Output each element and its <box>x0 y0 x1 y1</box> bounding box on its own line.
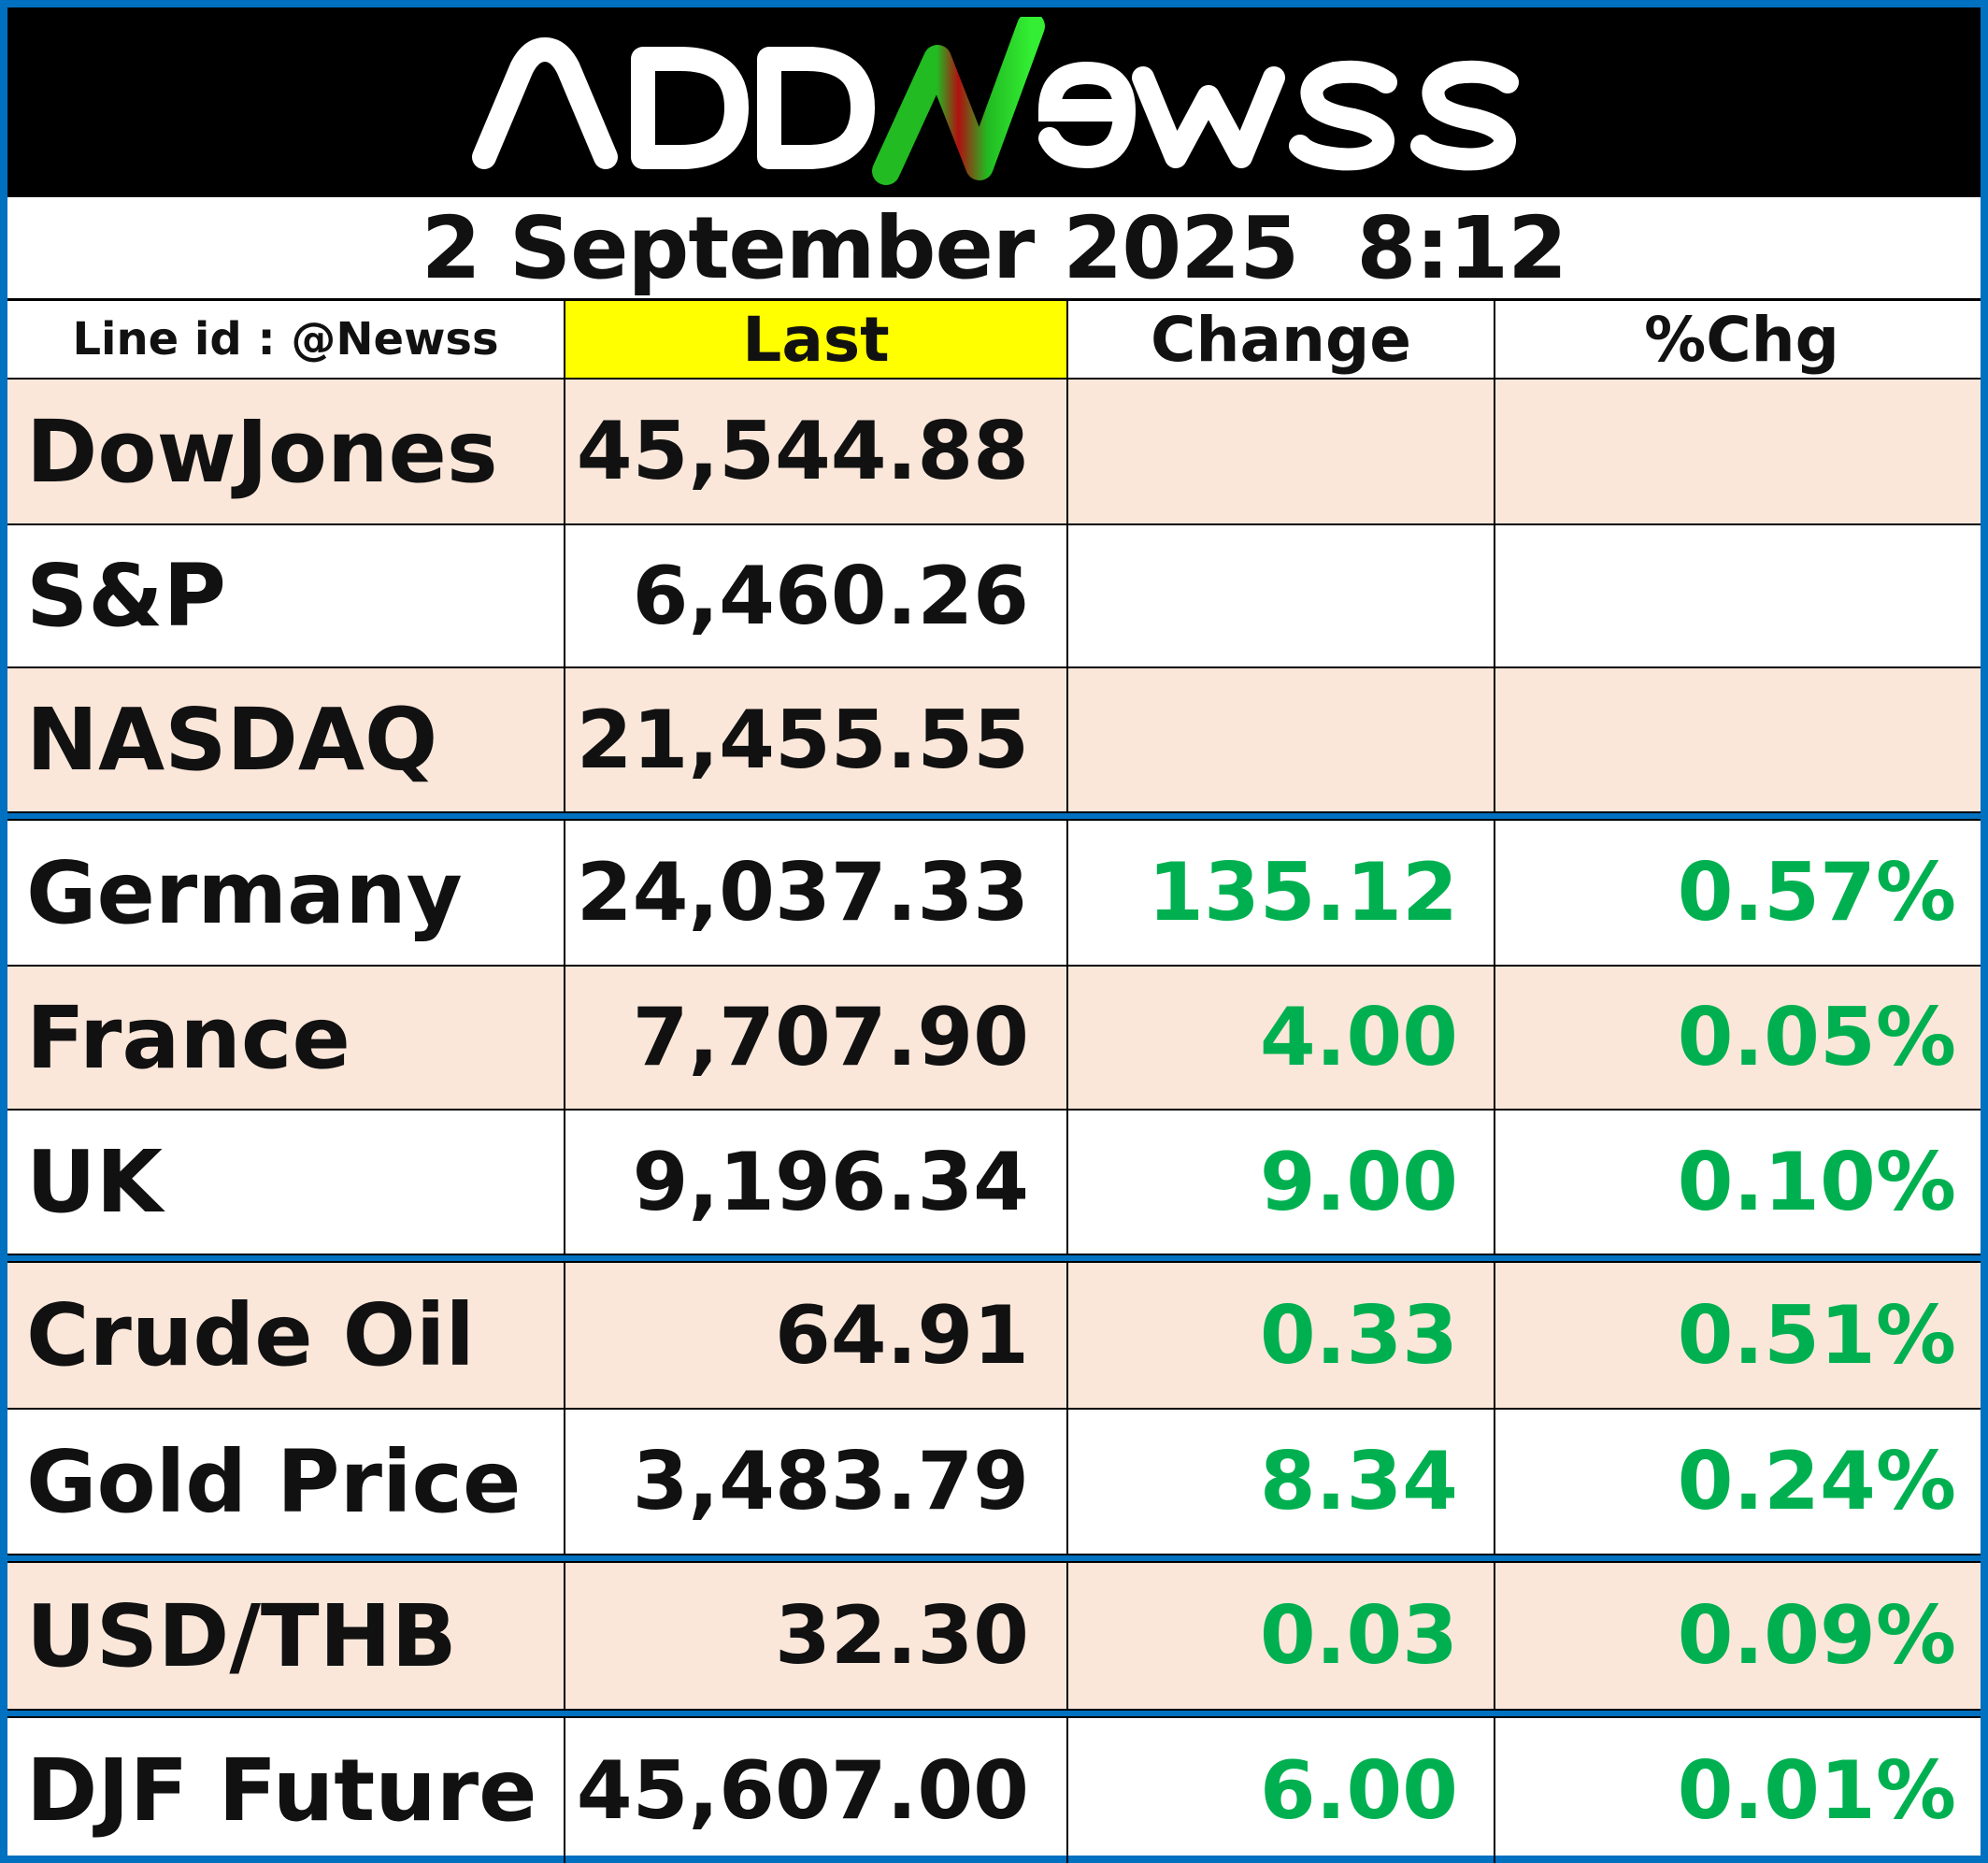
change-value: 4.00 <box>1068 967 1495 1109</box>
change-value <box>1068 525 1495 666</box>
row-divider <box>7 1408 1981 1410</box>
table-row: NASDAQ 21,455.55 <box>7 668 1981 811</box>
last-value: 45,544.88 <box>565 380 1068 523</box>
pct-change-value: 0.01% <box>1677 1743 1956 1838</box>
table-row: USD/THB 32.30 0.03 0.09% <box>7 1563 1981 1709</box>
pct-change-value: 0.51% <box>1677 1288 1956 1383</box>
change-value <box>1068 668 1495 811</box>
change-value: 9.00 <box>1068 1111 1495 1254</box>
line-id-label: Line id : @Newss <box>7 301 565 378</box>
market-name: France <box>7 967 565 1109</box>
row-divider <box>7 1109 1981 1111</box>
group-divider <box>7 811 1981 821</box>
addnewss-logo <box>472 17 1519 185</box>
pct-change-value: 0.24% <box>1677 1435 1956 1528</box>
market-name: UK <box>7 1111 565 1254</box>
table-row: DowJones 45,544.88 <box>7 380 1981 523</box>
last-value: 21,455.55 <box>565 668 1068 811</box>
change-value <box>1068 380 1495 523</box>
group-divider <box>7 1254 1981 1263</box>
pct-change-value: 0.05% <box>1677 991 1956 1084</box>
market-name: Gold Price <box>7 1410 565 1554</box>
market-name: DJF Future <box>7 1718 565 1863</box>
column-header-change: Change <box>1068 301 1495 378</box>
table-row: France 7,707.90 4.00 0.05% <box>7 967 1981 1109</box>
table-row: UK 9,196.34 9.00 0.10% <box>7 1111 1981 1254</box>
table-row: Gold Price 3,483.79 8.34 0.24% <box>7 1410 1981 1554</box>
pct-change-value <box>1495 668 1988 811</box>
last-value: 32.30 <box>565 1563 1068 1709</box>
market-name: S&P <box>7 525 565 666</box>
change-value: 0.33 <box>1068 1263 1495 1408</box>
timestamp: 2 September 2025 8:12 <box>7 194 1981 301</box>
table-row: DJF Future 45,607.00 6.00 0.01% <box>7 1718 1981 1863</box>
row-divider <box>7 523 1981 525</box>
row-divider <box>7 965 1981 967</box>
change-value: 8.34 <box>1068 1410 1495 1554</box>
pct-change-value: 0.09% <box>1677 1589 1956 1683</box>
row-divider <box>7 666 1981 668</box>
header-divider <box>7 378 1981 380</box>
group-divider <box>7 1709 1981 1718</box>
market-name: DowJones <box>7 380 565 523</box>
last-value: 9,196.34 <box>565 1111 1068 1254</box>
change-value: 6.00 <box>1068 1718 1495 1863</box>
brand-bar <box>7 7 1981 194</box>
table-row: Crude Oil 64.91 0.33 0.51% <box>7 1263 1981 1408</box>
market-name: USD/THB <box>7 1563 565 1709</box>
change-value: 135.12 <box>1068 821 1495 965</box>
market-name: NASDAQ <box>7 668 565 811</box>
market-name: Germany <box>7 821 565 965</box>
pct-change-value <box>1495 380 1988 523</box>
column-header-pct-change: %Chg <box>1644 303 1839 376</box>
column-header-last: Last <box>565 301 1068 378</box>
last-value: 7,707.90 <box>565 967 1068 1109</box>
last-value: 3,483.79 <box>565 1410 1068 1554</box>
change-value: 0.03 <box>1068 1563 1495 1709</box>
market-name: Crude Oil <box>7 1263 565 1408</box>
pct-change-value: 0.57% <box>1677 846 1956 939</box>
last-value: 6,460.26 <box>565 525 1068 666</box>
last-value: 45,607.00 <box>565 1718 1068 1863</box>
group-divider <box>7 1554 1981 1563</box>
table-row: Germany 24,037.33 135.12 0.57% <box>7 821 1981 965</box>
pct-change-value: 0.10% <box>1677 1135 1956 1229</box>
last-value: 24,037.33 <box>565 821 1068 965</box>
table-row: S&P 6,460.26 <box>7 525 1981 666</box>
pct-change-value <box>1495 525 1988 666</box>
last-value: 64.91 <box>565 1263 1068 1408</box>
